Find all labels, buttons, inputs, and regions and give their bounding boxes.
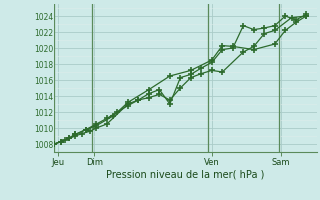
X-axis label: Pression niveau de la mer( hPa ): Pression niveau de la mer( hPa ) xyxy=(107,169,265,179)
